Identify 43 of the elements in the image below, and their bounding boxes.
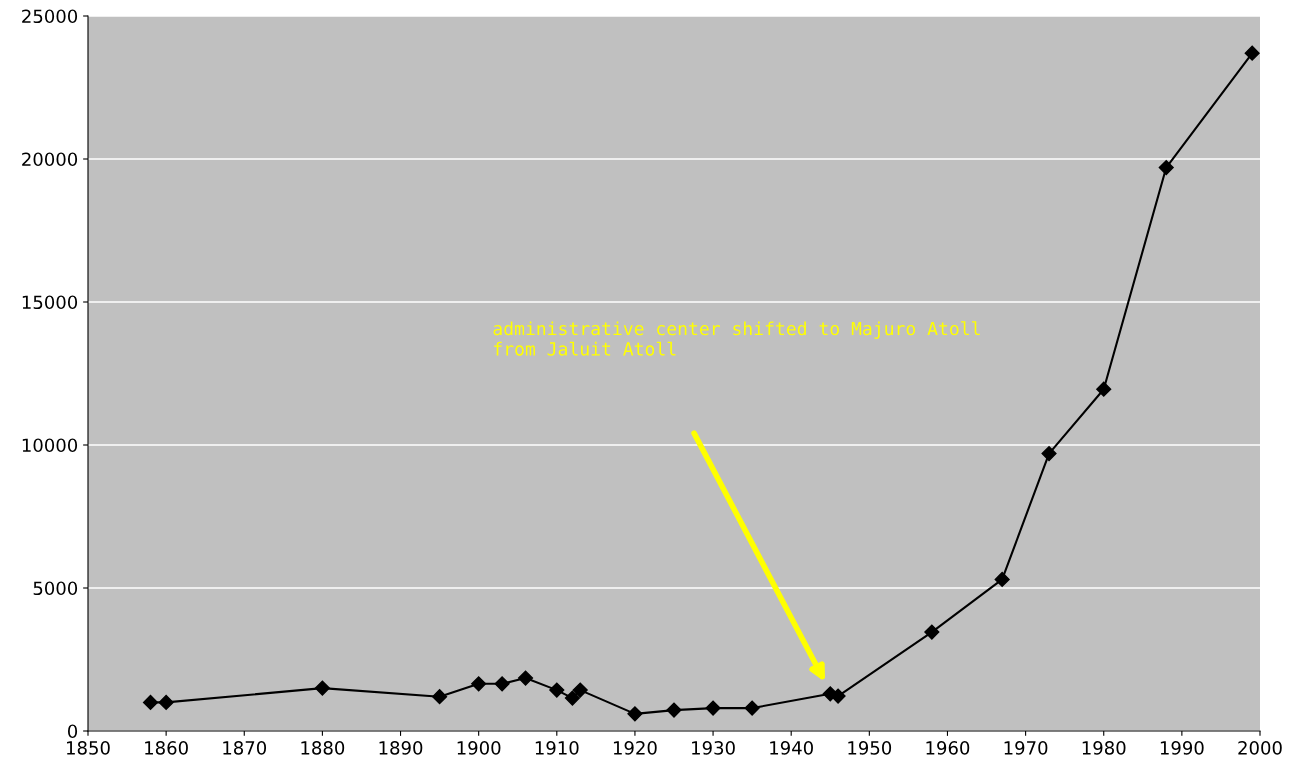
x-tick-label: 1970 bbox=[1004, 741, 1048, 755]
x-tick-label: 1870 bbox=[223, 741, 267, 755]
point bbox=[1096, 381, 1112, 397]
x-tick-label: 1850 bbox=[67, 741, 110, 755]
x-tick-label: 1940 bbox=[770, 741, 813, 755]
y-tick-label: 25000 bbox=[22, 9, 78, 24]
point bbox=[158, 694, 174, 710]
x-tick-label: 1900 bbox=[457, 741, 501, 755]
x-tick-label: 1980 bbox=[1082, 741, 1126, 755]
x-tick-label: 1910 bbox=[535, 741, 579, 755]
point bbox=[314, 680, 330, 696]
x-tick-label: 1890 bbox=[379, 741, 423, 755]
point bbox=[471, 676, 487, 692]
x-tick-label: 1880 bbox=[301, 741, 345, 755]
x-tick-label: 2000 bbox=[1238, 741, 1282, 755]
point bbox=[494, 676, 510, 692]
point bbox=[627, 706, 643, 722]
point bbox=[1244, 45, 1260, 61]
point bbox=[517, 670, 534, 686]
point bbox=[564, 690, 580, 706]
point bbox=[142, 694, 159, 710]
point bbox=[705, 700, 721, 716]
point bbox=[572, 682, 588, 698]
point bbox=[549, 682, 565, 698]
y-tick-label: 15000 bbox=[22, 295, 78, 310]
y-tick-label: 20000 bbox=[22, 152, 78, 167]
x-tick-label: 1930 bbox=[692, 741, 735, 755]
point bbox=[994, 571, 1010, 587]
point bbox=[924, 624, 940, 640]
point bbox=[1041, 446, 1057, 462]
point bbox=[1158, 160, 1174, 176]
annotation: administrative center shifted to Majuro Atoll from Jaluit Atoll bbox=[493, 321, 980, 356]
x-tick-label: 1990 bbox=[1160, 741, 1204, 755]
x-tick-label: 1950 bbox=[848, 741, 892, 755]
y-tick-label: 10000 bbox=[22, 438, 78, 453]
point bbox=[666, 702, 682, 718]
y-tick-label: 5000 bbox=[33, 581, 78, 596]
x-tick-label: 1960 bbox=[926, 741, 970, 755]
y-tick-label: 0 bbox=[67, 724, 78, 739]
x-tick-label: 1920 bbox=[613, 741, 657, 755]
x-tick-label: 1860 bbox=[145, 741, 188, 755]
point bbox=[432, 689, 448, 705]
point bbox=[744, 700, 760, 716]
